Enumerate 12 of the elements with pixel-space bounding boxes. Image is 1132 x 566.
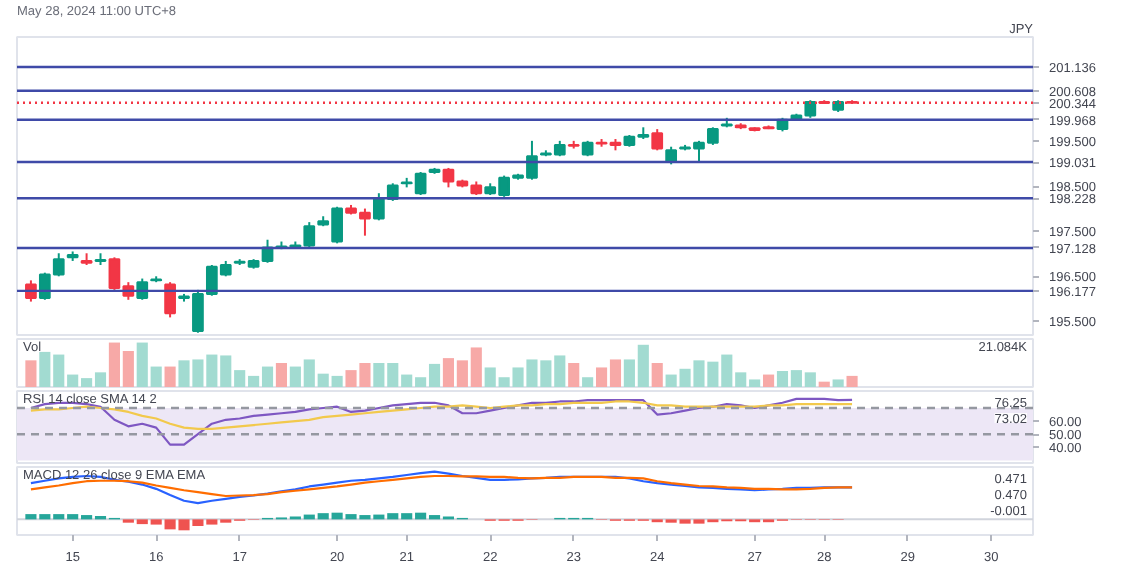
bar — [582, 377, 594, 387]
bar — [846, 375, 858, 387]
bar — [651, 363, 663, 387]
bar — [568, 363, 580, 387]
line-series — [29, 400, 854, 431]
candlestick — [164, 281, 176, 319]
bar — [25, 360, 37, 387]
bar — [818, 381, 830, 387]
bar — [164, 366, 176, 387]
bar — [275, 363, 288, 387]
bar — [832, 379, 844, 387]
bar — [762, 374, 775, 387]
